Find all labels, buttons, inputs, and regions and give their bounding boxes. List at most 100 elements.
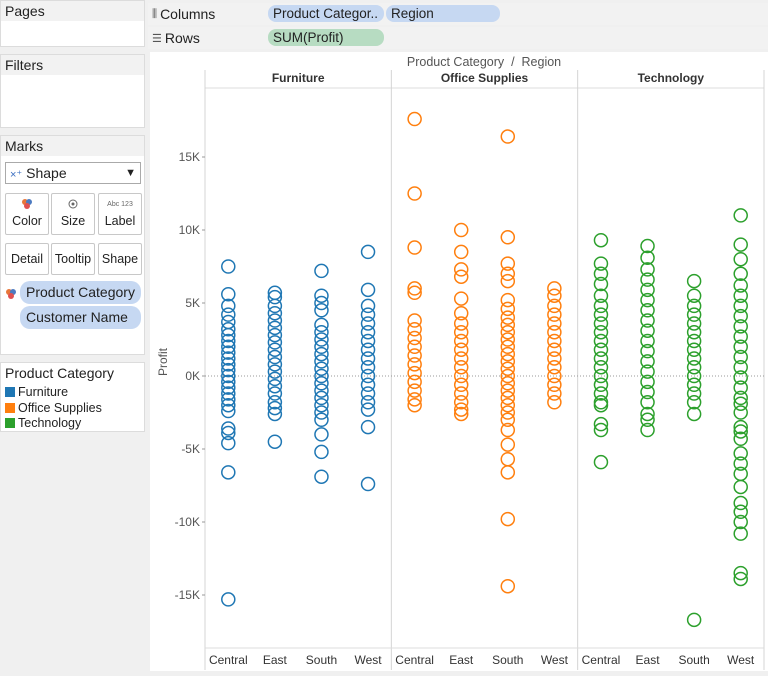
columns-label: Columns — [160, 6, 216, 22]
data-point — [221, 298, 236, 314]
data-point — [500, 390, 516, 406]
data-point — [314, 346, 329, 362]
data-point — [733, 526, 748, 541]
data-point — [360, 342, 376, 357]
data-point — [686, 612, 702, 628]
data-point — [407, 357, 422, 372]
data-point — [407, 186, 422, 201]
pill-product-category[interactable]: Product Categor.. — [268, 5, 384, 22]
data-point — [500, 332, 516, 347]
legend-item-technology[interactable]: Technology — [5, 416, 81, 430]
data-point — [221, 374, 236, 390]
left-sidebar: Pages Filters Marks ×⁺ Shape ▼ Color Siz… — [0, 0, 148, 671]
data-point — [407, 365, 422, 381]
data-point — [547, 324, 562, 340]
data-point — [733, 298, 748, 314]
data-point — [221, 322, 236, 337]
data-point — [407, 285, 422, 301]
data-point — [686, 386, 702, 401]
data-point — [733, 339, 748, 355]
data-point — [360, 395, 376, 410]
data-point — [453, 406, 469, 422]
scatter-chart: Product Category / Region Profit 15K 10K 5… — [156, 55, 765, 670]
data-point — [686, 406, 702, 422]
data-point — [453, 244, 469, 260]
data-point — [593, 359, 609, 375]
data-point — [500, 346, 516, 362]
data-point — [686, 324, 702, 340]
data-point — [314, 303, 329, 318]
data-point — [547, 316, 562, 331]
data-point — [640, 422, 655, 438]
label-button[interactable]: Abc 123 Label — [98, 193, 142, 235]
data-point — [500, 405, 516, 420]
data-point — [733, 565, 748, 581]
data-point — [640, 323, 655, 338]
data-point — [593, 298, 609, 314]
filters-card[interactable]: Filters — [0, 54, 145, 128]
data-point — [733, 288, 748, 303]
data-point — [547, 368, 562, 384]
columns-shelf[interactable]: ⫼ Columns Product Categor.. Region — [148, 3, 768, 25]
data-point — [640, 292, 655, 308]
pill-sum-profit[interactable]: SUM(Profit) — [268, 29, 384, 46]
data-point — [640, 374, 655, 390]
data-point — [733, 308, 748, 324]
data-point — [267, 357, 283, 372]
data-point — [686, 273, 702, 289]
pane-header: Technology — [638, 71, 705, 85]
data-point — [593, 324, 609, 340]
tooltip-button[interactable]: Tooltip — [51, 243, 95, 275]
size-label: Size — [60, 214, 86, 228]
pill-region[interactable]: Region — [386, 5, 500, 22]
data-point — [314, 376, 329, 391]
mark-type-select[interactable]: ×⁺ Shape ▼ — [5, 162, 141, 184]
data-point — [547, 351, 562, 366]
pages-card: Pages — [0, 0, 145, 47]
legend-item-furniture[interactable]: Furniture — [5, 385, 68, 399]
data-point — [360, 368, 376, 384]
rows-shelf[interactable]: ☰ Rows SUM(Profit) — [148, 27, 768, 49]
x-tick-label: West — [354, 653, 382, 667]
chevron-down-icon: ▼ — [125, 167, 136, 179]
data-point — [221, 327, 236, 343]
data-point — [360, 282, 376, 298]
data-point — [593, 368, 609, 384]
data-point — [407, 281, 422, 296]
data-point — [453, 262, 469, 277]
data-point — [500, 273, 516, 289]
data-point — [267, 386, 283, 401]
legend-item-office-supplies[interactable]: Office Supplies — [5, 401, 102, 415]
data-point — [500, 361, 516, 376]
data-point — [267, 289, 283, 305]
data-point — [640, 406, 655, 422]
data-point — [686, 307, 702, 322]
detail-button[interactable]: Detail — [5, 243, 49, 275]
size-button[interactable]: Size — [51, 193, 95, 235]
data-point — [593, 395, 609, 410]
data-point — [640, 395, 655, 410]
data-point — [733, 370, 748, 385]
data-point — [267, 305, 283, 321]
y-tick-label: -10K — [175, 515, 200, 529]
data-point — [360, 386, 376, 401]
data-point — [500, 292, 516, 308]
data-point — [407, 322, 422, 337]
data-point — [640, 272, 655, 287]
data-point — [314, 412, 329, 428]
data-point — [640, 333, 655, 349]
data-point — [640, 313, 655, 328]
legend-label: Technology — [18, 416, 82, 430]
color-button[interactable]: Color — [5, 193, 49, 235]
x-tick-label: Central — [582, 653, 621, 667]
field-pill-product-category[interactable]: Product Category — [20, 281, 141, 304]
field-pill-customer-name[interactable]: Customer Name — [20, 306, 141, 329]
data-point — [221, 435, 236, 451]
data-point — [221, 339, 236, 355]
data-point — [407, 383, 422, 398]
data-point — [733, 446, 748, 461]
data-point — [453, 402, 469, 417]
data-point — [733, 208, 748, 223]
shape-button[interactable]: Shape — [98, 243, 142, 275]
data-point — [500, 354, 516, 369]
